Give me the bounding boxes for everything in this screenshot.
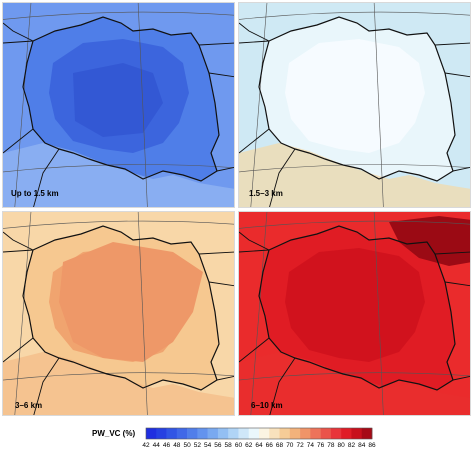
colorbar-tick-label: 42 [142, 442, 150, 449]
longitude-line [14, 212, 32, 415]
map-canvas [3, 212, 234, 415]
colorbar-segment [289, 428, 301, 439]
colorbar-segment [351, 428, 363, 439]
colorbar-tick-label: 68 [275, 442, 284, 449]
colorbar-segment [228, 428, 239, 439]
colorbar-tick-label: 50 [183, 442, 191, 449]
colorbar-segment [248, 428, 260, 439]
mountain-region [3, 143, 234, 207]
colorbar-segment [197, 428, 208, 439]
panel-label: 1.5–3 km [249, 189, 283, 198]
colorbar-tick-label: 56 [214, 442, 222, 449]
longitude-line [250, 212, 268, 415]
colorbar-tick-label: 58 [224, 442, 232, 449]
longitude-line [250, 3, 268, 207]
colorbar-tick-label: 76 [317, 442, 325, 449]
colorbar-segment [269, 428, 280, 439]
latitude-line [3, 372, 234, 381]
latitude-line [3, 11, 234, 20]
colorbar-segment [341, 428, 352, 439]
map-panel-6-10km: 6–10 km [238, 211, 471, 416]
colorbar-tick-label: 84 [358, 442, 366, 449]
latitude-line [239, 220, 470, 229]
latitude-line [239, 164, 470, 173]
map-canvas [239, 3, 470, 207]
panel-label: 3–6 km [15, 401, 43, 410]
longitude-line [373, 3, 384, 207]
country-border [258, 225, 456, 391]
longitude-line [373, 212, 384, 415]
neighbour-borders [239, 231, 470, 415]
colorbar-tick-label: 64 [255, 442, 263, 449]
map-canvas [3, 3, 234, 207]
low-value-region [73, 63, 163, 137]
panel-label: Up to 1.5 km [11, 189, 59, 198]
neighbour-borders [239, 22, 470, 207]
colorbar-segment [310, 428, 321, 439]
colorbar-segment [279, 428, 291, 439]
colorbar-segment [320, 428, 332, 439]
colorbar-tick-label: 80 [337, 442, 345, 449]
colorbar-tick-label: 66 [265, 442, 273, 449]
mountain-region [3, 352, 234, 415]
colorbar-tick-label: 62 [245, 442, 253, 449]
mountain-region [239, 143, 470, 207]
colorbar-segment [207, 428, 219, 439]
colorbar-tick-label: 48 [173, 442, 181, 449]
colorbar-tick-label: 72 [296, 442, 304, 449]
colorbar-tick-label: 52 [193, 442, 201, 449]
colorbar-frame [145, 427, 373, 440]
colorbar-segment [238, 428, 250, 439]
colorbar-tick-label: 60 [234, 442, 243, 449]
longitude-line [14, 3, 32, 207]
colorbar-title: PW_VC (%) [92, 429, 136, 438]
colorbar-tick-label: 74 [306, 442, 314, 449]
colorbar-segment [187, 428, 198, 439]
country-border [22, 225, 220, 391]
colorbar-segment [217, 428, 229, 439]
neighbour-borders [3, 231, 234, 415]
latitude-line [3, 220, 234, 229]
colorbar-tick-label: 86 [368, 442, 376, 449]
colorbar-tick-label: 54 [204, 442, 212, 449]
map-panel-up-to-1-5km: Up to 1.5 km [2, 2, 235, 208]
longitude-line [137, 212, 148, 415]
high-value-region [59, 242, 203, 362]
colorbar-tick-label: 78 [327, 442, 335, 449]
map-panel-1-5-3km: 1.5–3 km [238, 2, 471, 208]
colorbar-segment [176, 428, 188, 439]
latitude-line [239, 11, 470, 20]
mountain-region [239, 352, 470, 415]
neighbour-borders [3, 22, 234, 207]
colorbar-segment [156, 428, 167, 439]
colorbar-tick-label: 82 [347, 442, 356, 449]
inner-field [285, 248, 425, 362]
colorbar-segment [146, 428, 157, 439]
latitude-line [3, 164, 234, 173]
country-border [258, 16, 456, 182]
colorbar-segment [361, 428, 373, 439]
colorbar-tick-label: 46 [162, 442, 171, 449]
colorbar-segment [166, 428, 178, 439]
inner-field [285, 39, 425, 153]
colorbar-scale [145, 427, 373, 440]
colorbar-segment [300, 428, 311, 439]
longitude-line [137, 3, 148, 207]
colorbar-tick-label: 44 [152, 442, 160, 449]
country-border [22, 16, 220, 182]
map-panel-3-6km: 3–6 km [2, 211, 235, 416]
latitude-line [239, 372, 470, 381]
colorbar-segment [330, 428, 342, 439]
colorbar-segment [259, 428, 270, 439]
colorbar-tick-label: 70 [286, 442, 294, 449]
map-canvas [239, 212, 470, 415]
panel-label: 6–10 km [251, 401, 283, 410]
colorbar-legend: PW_VC (%) 42 44 46 48 50 52 54 56 58 60 62 64 66 68 70… [0, 418, 474, 455]
